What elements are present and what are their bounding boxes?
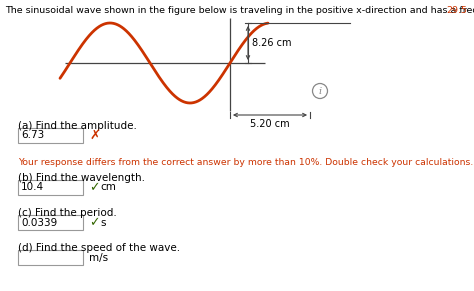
FancyBboxPatch shape (18, 128, 83, 143)
Text: (a) Find the amplitude.: (a) Find the amplitude. (18, 121, 137, 131)
Text: Your response differs from the correct answer by more than 10%. Double check you: Your response differs from the correct a… (18, 158, 474, 167)
Text: (c) Find the period.: (c) Find the period. (18, 208, 117, 218)
Text: 0.0339: 0.0339 (21, 217, 57, 228)
FancyBboxPatch shape (18, 250, 83, 265)
Text: i: i (319, 87, 321, 96)
Text: 10.4: 10.4 (21, 182, 44, 193)
Text: The sinusoidal wave shown in the figure below is traveling in the positive x-dir: The sinusoidal wave shown in the figure … (5, 6, 474, 15)
FancyBboxPatch shape (18, 215, 83, 230)
Text: (b) Find the wavelength.: (b) Find the wavelength. (18, 173, 145, 183)
Text: 5.20 cm: 5.20 cm (250, 119, 290, 129)
Text: 6.73: 6.73 (21, 130, 44, 141)
Text: m/s: m/s (89, 253, 108, 262)
Text: ✓: ✓ (89, 216, 100, 229)
Text: (d) Find the speed of the wave.: (d) Find the speed of the wave. (18, 243, 180, 253)
Text: cm: cm (100, 182, 116, 193)
Text: 29.5: 29.5 (446, 6, 467, 15)
Text: ✓: ✓ (89, 181, 100, 194)
Text: ✗: ✗ (89, 129, 100, 142)
FancyBboxPatch shape (18, 180, 83, 195)
Text: s: s (100, 217, 106, 228)
Text: 8.26 cm: 8.26 cm (252, 38, 292, 48)
